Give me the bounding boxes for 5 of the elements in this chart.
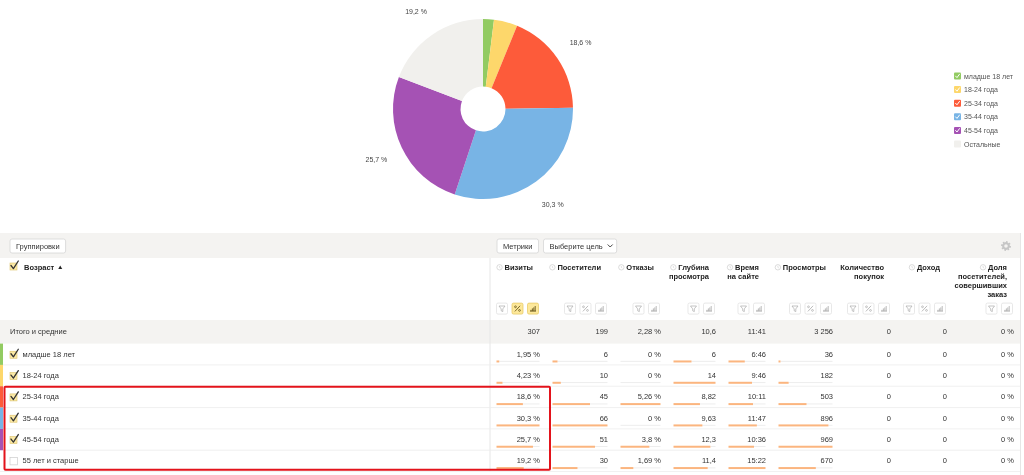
donut-slice (485, 19, 518, 89)
donut-slice (454, 107, 573, 199)
donut-slice (483, 19, 494, 87)
donut-slice (393, 76, 476, 195)
donut-slice (398, 19, 483, 101)
